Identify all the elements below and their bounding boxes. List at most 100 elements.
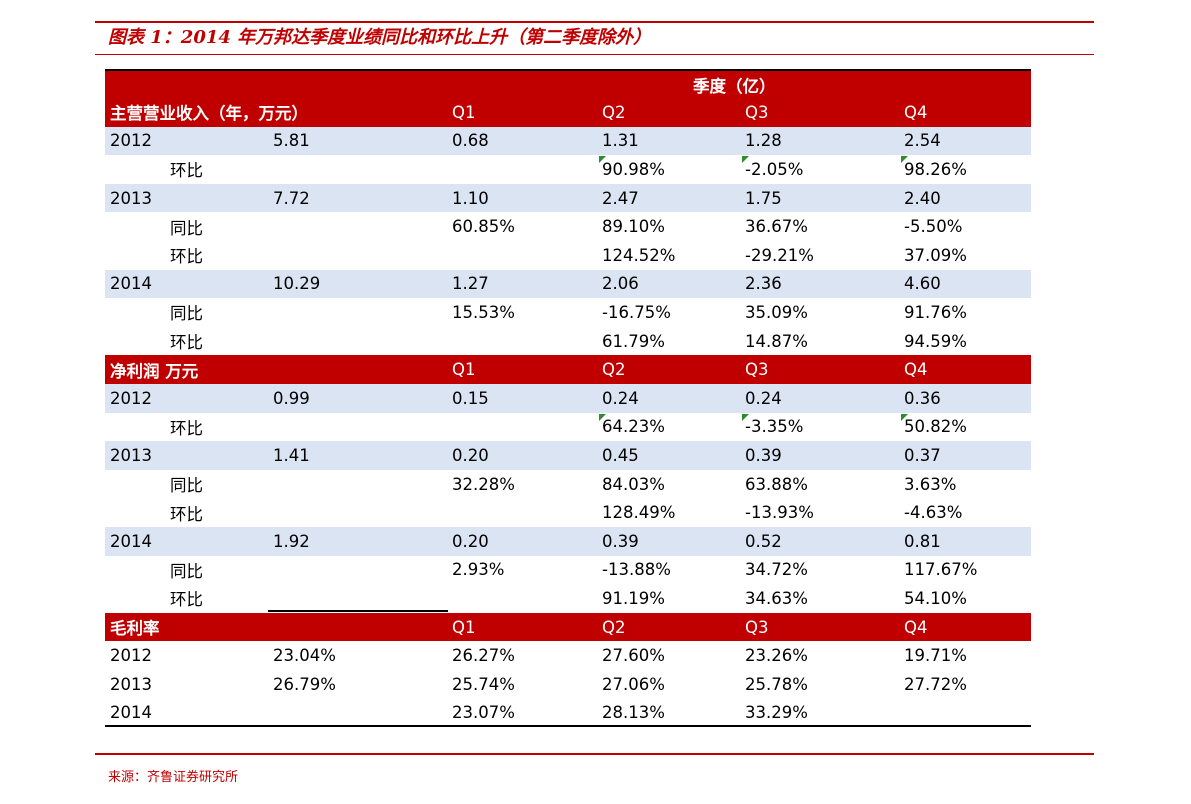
quarter-value-text: 0.24 [745,388,782,408]
section-header-label: 主营营业收入（年，万元） [110,104,308,124]
quarter-value-text: -13.88% [602,560,671,580]
quarter-value-cell: 0.24 [745,384,782,413]
table-top-border [105,69,1031,71]
quarter-value-cell: -13.93% [745,498,814,527]
section-header-label: 净利润 万元 [110,361,199,381]
year-cell: 2013 [110,188,152,208]
quarter-header-cell: Q2 [602,102,626,122]
quarter-value-cell: 2.93% [452,556,504,585]
comment-flag-icon [901,413,908,421]
quarter-value-text: 0.81 [904,531,941,551]
table-row: 环比 61.79% 14.87% 94.59% [105,326,1031,356]
quarter-value-cell: 60.85% [452,212,515,241]
quarter-value-text: 89.10% [602,217,665,237]
quarter-value-text: 1.27 [452,274,489,294]
annual-value-cell: 1.41 [273,445,310,465]
metric-label-cell: 环比 [170,161,203,181]
quarter-value-text: 0.20 [452,531,489,551]
quarter-value-cell: 1.31 [602,127,639,156]
section-underline [268,610,448,612]
year-cell: 2014 [110,531,152,551]
table-row: 同比 15.53% -16.75% 35.09% 91.76% [105,298,1031,327]
comment-flag-icon [742,413,749,421]
quarter-value-text: -5.50% [904,217,963,237]
quarter-value-text: 4.60 [904,274,941,294]
section-header-row: 主营营业收入（年，万元） Q1 Q2 Q3 Q4 [105,98,1031,127]
quarter-value-cell: 34.72% [745,556,808,585]
quarter-value-cell: 90.98% [599,155,665,184]
quarter-value-cell: 19.71% [904,641,967,670]
metric-label-cell: 环比 [170,333,203,353]
quarter-value-text: 37.09% [904,245,967,265]
table-row: 2013 26.79% 25.74% 27.06% 25.78% 27.72% [105,670,1031,699]
quarter-value-cell: 0.45 [602,441,639,470]
quarter-value-text: 2.40 [904,188,941,208]
quarter-header-cell: Q3 [745,617,769,637]
quarter-value-cell: 0.36 [904,384,941,413]
quarter-value-text: 26.27% [452,646,515,666]
table-row: 环比 128.49% -13.93% -4.63% [105,498,1031,527]
quarter-value-cell: -29.21% [745,241,814,270]
quarter-value-cell: 33.29% [745,699,808,728]
annual-value-cell: 0.99 [273,388,310,408]
quarter-value-text: 90.98% [602,159,665,179]
source-note: 来源：齐鲁证券研究所 [108,770,239,785]
quarter-value-text: 1.28 [745,131,782,151]
table-row: 2014 23.07% 28.13% 33.29% [105,698,1031,728]
quarter-value-cell: 32.28% [452,470,515,499]
quarter-value-text: 27.72% [904,674,967,694]
quarter-value-cell: 27.60% [602,641,665,670]
quarter-value-text: 19.71% [904,646,967,666]
quarter-value-text: 124.52% [602,245,676,265]
metric-label-cell: 同比 [170,561,203,581]
table-row: 2014 10.29 1.27 2.06 2.36 4.60 [105,269,1031,299]
quarter-value-text: 2.47 [602,188,639,208]
quarter-value-text: 34.72% [745,560,808,580]
quarter-value-cell: 91.19% [602,584,665,613]
quarter-value-cell: 25.74% [452,670,515,699]
page-title: 图表 1：2014 年万邦达季度业绩同比和环比上升（第二季度除外） [108,27,652,48]
quarter-value-cell: 0.52 [745,527,782,556]
table-row: 2012 23.04% 26.27% 27.60% 23.26% 19.71% [105,641,1031,670]
quarter-value-text: 64.23% [602,417,665,437]
section-header-label: 毛利率 [110,619,160,639]
quarter-value-cell: 25.78% [745,670,808,699]
section-header-row: 净利润 万元 Q1 Q2 Q3 Q4 [105,355,1031,384]
quarter-value-text: 0.45 [602,445,639,465]
quarter-value-text: 54.10% [904,588,967,608]
quarter-header-cell: Q2 [602,617,626,637]
quarter-value-text: 23.07% [452,703,515,723]
quarter-value-text: 14.87% [745,331,808,351]
quarter-value-text: 36.67% [745,217,808,237]
quarter-value-cell: -13.88% [602,556,671,585]
quarter-value-cell: 0.39 [602,527,639,556]
quarter-value-text: 98.26% [904,159,967,179]
quarter-value-text: 1.10 [452,188,489,208]
quarter-value-text: 33.29% [745,703,808,723]
annual-value-cell: 1.92 [273,531,310,551]
quarter-value-cell: 2.06 [602,270,639,299]
year-cell: 2012 [110,388,152,408]
quarter-value-cell: -3.35% [742,413,803,442]
quarter-value-text: 91.76% [904,302,967,322]
quarter-value-cell: 34.63% [745,584,808,613]
quarter-value-text: 50.82% [904,417,967,437]
quarter-value-cell: 2.40 [904,184,941,213]
quarter-value-text: 28.13% [602,703,665,723]
quarter-value-text: -29.21% [745,245,814,265]
quarter-value-text: 60.85% [452,217,515,237]
quarter-value-text: 94.59% [904,331,967,351]
quarter-value-cell: 64.23% [599,413,665,442]
quarter-value-text: -13.93% [745,503,814,523]
comment-flag-icon [599,156,606,164]
table-row: 环比 64.23% -3.35% 50.82% [105,412,1031,442]
quarter-value-text: 61.79% [602,331,665,351]
annual-value-cell: 23.04% [273,646,336,666]
quarter-value-cell: 84.03% [602,470,665,499]
quarter-value-cell: 23.26% [745,641,808,670]
quarter-value-cell: 98.26% [901,155,967,184]
quarter-value-text: 0.20 [452,445,489,465]
table-bottom-border [105,725,1031,727]
quarter-value-text: 84.03% [602,474,665,494]
annual-value-cell: 26.79% [273,674,336,694]
